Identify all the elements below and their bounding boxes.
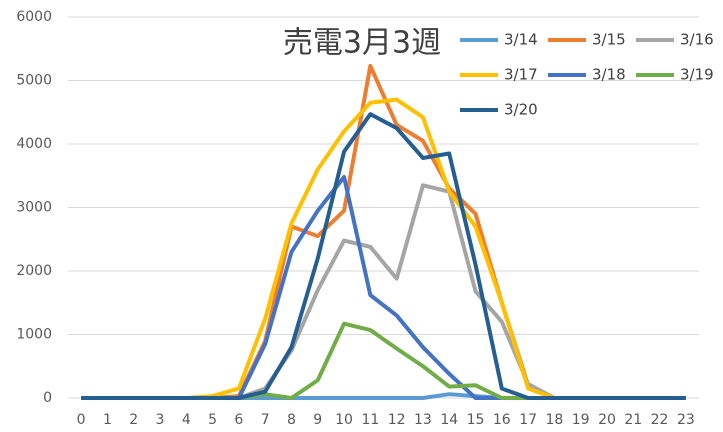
x-tick-label: 8 (287, 412, 296, 428)
x-tick-label: 12 (388, 412, 406, 428)
y-tick-label: 4000 (16, 136, 52, 152)
y-tick-label: 3000 (16, 200, 52, 216)
x-tick-label: 9 (313, 412, 322, 428)
legend-label: 3/16 (680, 31, 714, 49)
x-tick-label: 7 (261, 412, 270, 428)
y-tick-label: 1000 (16, 327, 52, 343)
x-tick-label: 18 (545, 412, 563, 428)
legend-label: 3/15 (592, 31, 626, 49)
chart-title: 売電3月3週 (283, 26, 441, 61)
x-tick-label: 19 (572, 412, 590, 428)
x-tick-label: 1 (103, 412, 112, 428)
x-tick-label: 6 (234, 412, 243, 428)
x-tick-label: 17 (519, 412, 537, 428)
x-tick-label: 13 (414, 412, 432, 428)
y-tick-label: 0 (43, 390, 52, 406)
y-tick-label: 6000 (16, 9, 52, 25)
x-tick-label: 11 (361, 412, 379, 428)
legend-label: 3/14 (504, 31, 538, 49)
y-tick-label: 5000 (16, 73, 52, 89)
x-tick-label: 15 (467, 412, 485, 428)
series-line (81, 112, 686, 400)
x-tick-label: 4 (182, 412, 191, 428)
x-tick-label: 3 (156, 412, 165, 428)
x-tick-label: 21 (624, 412, 642, 428)
x-tick-label: 14 (440, 412, 458, 428)
x-tick-label: 22 (651, 412, 669, 428)
x-tick-label: 2 (129, 412, 138, 428)
legend-label: 3/18 (592, 66, 626, 84)
legend-label: 3/19 (680, 66, 714, 84)
x-tick-label: 20 (598, 412, 616, 428)
legend-label: 3/17 (504, 66, 538, 84)
x-tick-label: 10 (335, 412, 353, 428)
x-tick-label: 0 (77, 412, 86, 428)
x-tick-label: 5 (208, 412, 217, 428)
x-tick-label: 16 (493, 412, 511, 428)
legend-label: 3/20 (504, 101, 538, 119)
y-tick-label: 2000 (16, 263, 52, 279)
x-tick-label: 23 (677, 412, 695, 428)
